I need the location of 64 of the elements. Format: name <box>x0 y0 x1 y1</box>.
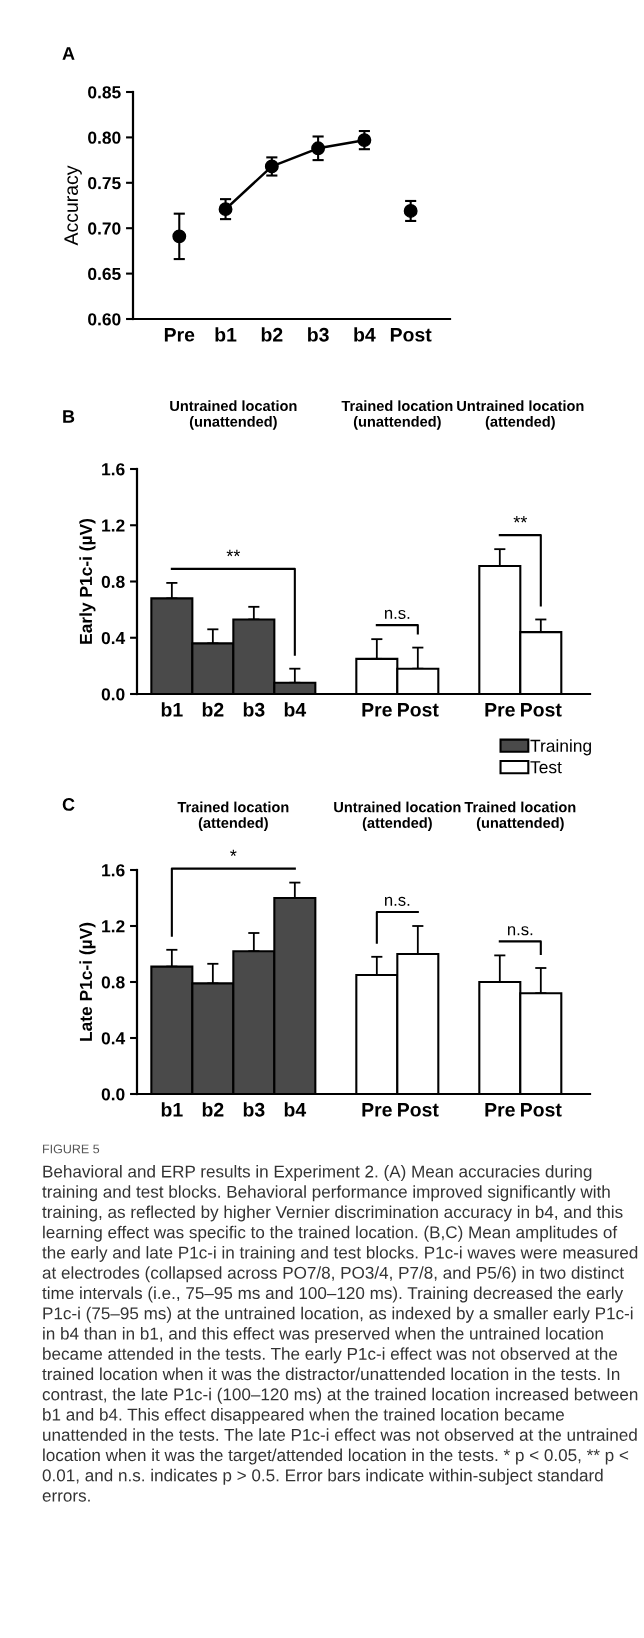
annotation: n.s. <box>507 926 533 936</box>
y-tick-label: 0.60 <box>88 313 121 326</box>
x-tick-label: b1 <box>215 327 237 342</box>
y-tick-label: 0.0 <box>101 688 125 701</box>
y-tick-label: 1.2 <box>102 519 125 532</box>
text: * <box>230 849 237 856</box>
y-tick-label: 0.8 <box>101 976 125 989</box>
x-tick-label: Pre <box>485 703 515 717</box>
annotation: ** <box>226 549 241 557</box>
point <box>403 204 418 218</box>
x-tick-label: Post <box>521 1103 562 1117</box>
y-tick-label: 1.2 <box>102 920 125 933</box>
y-axis-title: Accuracy <box>64 165 82 246</box>
y-tick-label: 0.70 <box>88 222 121 235</box>
text: Untrained location (attended) <box>334 801 461 831</box>
annotation: n.s. <box>385 609 410 619</box>
text: Trained location (unattended) <box>464 801 576 831</box>
x-tick-label: b4 <box>284 702 307 717</box>
x-tick-label: b3 <box>308 327 329 342</box>
x-tick-label: b4 <box>354 327 376 342</box>
caption: FIGURE 5 <box>43 1144 100 1154</box>
legend-label: Test <box>530 761 562 774</box>
y-tick-label: 0.8 <box>101 575 125 588</box>
y-axis-title: Late P1c-i (µV) <box>79 922 96 1041</box>
x-tick-label: Pre <box>362 703 392 717</box>
point <box>172 229 187 244</box>
y-tick-label: 0.0 <box>101 1088 125 1101</box>
x-tick-label: Post <box>390 328 432 342</box>
x-tick-label: b1 <box>161 1102 183 1117</box>
chart-title: A <box>62 47 75 60</box>
y-tick-label: 0.85 <box>88 86 121 99</box>
x-tick-label: b2 <box>261 327 283 342</box>
x-tick-label: b3 <box>243 702 265 717</box>
x-tick-label: Pre <box>362 1103 392 1117</box>
x-tick-label: Post <box>398 703 439 717</box>
text: Trained location (unattended) <box>341 400 453 430</box>
text: Behavioral and ERP results in Experiment 2. (A) Mean accuracies during training and test blocks. Behavioral performance improved significantly with training, as reflected by higher Vernier discrimination accuracy in b4, and this learning effect was specific to the trained location. (B,C) Mean amplitudes of the early and late P1c-i in training and test blocks. P1c-i waves were measured at electrodes (collapsed across PO7/8, PO3/4, P7/8, and P5/6) in two distinct time intervals (i.e., 75–95 ms and 100–120 ms). Training decreased the early P1c-i (75–95 ms) at the untrained location, as indexed by a smaller early P1c-i in b4 than in b1, and this effect was preserved when the untrained location became attended in the tests. The early P1c-i effect was not observed at the trained location when it was the distractor/unattended location in the tests. In contrast, the late P1c-i (100–120 ms) at the trained location increased between b1 and b4. This effect disappeared when the trained location became unattended in the tests. The late P1c-i effect was not observed at the untrained location when it was the target/attended location in the tests. * p < 0.05, ** p < 0.01, and n.s. indicates p > 0.5. Error bars indicate within-subject standard errors. <box>42 1165 638 1502</box>
point <box>311 141 326 156</box>
y-tick-label: 0.4 <box>101 1032 126 1045</box>
x-tick-label: b2 <box>202 1102 224 1117</box>
text: Untrained location (attended) <box>457 400 584 430</box>
y-tick-label: 0.80 <box>88 131 121 144</box>
annotation: n.s. <box>385 896 410 906</box>
annotation: ** <box>513 516 528 523</box>
x-tick-label: Post <box>521 703 562 717</box>
text: Trained location (attended) <box>177 801 289 831</box>
y-tick-label: 0.75 <box>88 176 121 190</box>
y-tick-label: 0.4 <box>101 631 126 645</box>
x-tick-label: Pre <box>485 1103 515 1117</box>
x-tick-label: b1 <box>161 702 183 717</box>
x-tick-label: b2 <box>202 702 224 717</box>
x-tick-label: Post <box>398 1103 439 1117</box>
chart-title: C <box>62 798 75 811</box>
y-axis-title: Early P1c-i (µV) <box>79 518 96 644</box>
legend-label: Training <box>530 739 591 756</box>
x-tick-label: b4 <box>284 1102 307 1117</box>
x-tick-label: b3 <box>243 1102 265 1117</box>
point <box>218 202 233 217</box>
y-tick-label: 1.6 <box>102 864 125 877</box>
chart-title: B <box>63 410 75 423</box>
y-tick-label: 1.6 <box>102 463 125 476</box>
x-tick-label: Pre <box>164 328 195 342</box>
text: Untrained location (unattended) <box>170 400 297 430</box>
y-tick-label: 0.65 <box>88 267 121 281</box>
